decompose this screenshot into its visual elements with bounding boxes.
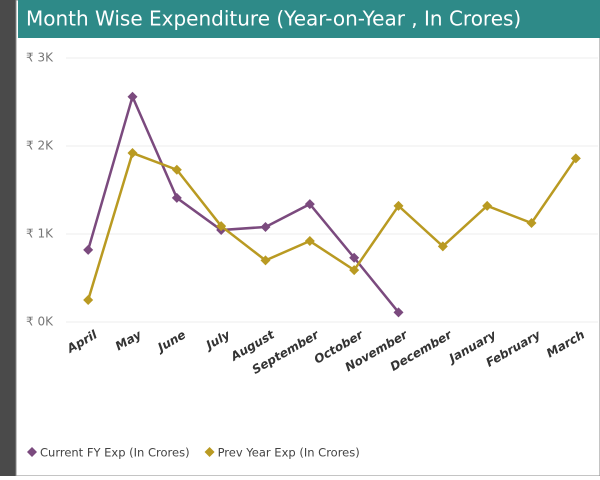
chart-title: Month Wise Expenditure (Year-on-Year , I… [26,7,521,31]
legend-marker [27,447,37,457]
y-tick-label: ₹ 0K [26,315,54,329]
point [437,241,448,252]
point [482,200,493,211]
point [127,91,138,102]
y-tick-label: ₹ 1K [26,227,54,241]
point [260,221,271,232]
side-strip [0,0,16,476]
point [304,236,315,247]
point [349,265,360,276]
point [526,218,537,228]
y-tick-label: ₹ 2K [26,139,54,153]
series-line [86,151,577,301]
point [127,148,138,159]
point [171,164,182,175]
point [171,192,182,203]
legend-marker [204,447,215,457]
point [393,307,404,318]
point [83,295,94,305]
point [216,221,227,232]
point [393,200,404,211]
title-bar [18,0,600,38]
point [83,244,94,255]
series-line [86,93,400,314]
point [304,199,315,210]
point [349,252,360,263]
point [570,153,581,164]
point [260,255,271,266]
legend-label: Prev Year Exp (In Crores) [218,446,360,460]
legend-label: Current FY Exp (In Crores) [40,446,190,460]
y-tick-label: ₹ 3K [26,51,54,65]
